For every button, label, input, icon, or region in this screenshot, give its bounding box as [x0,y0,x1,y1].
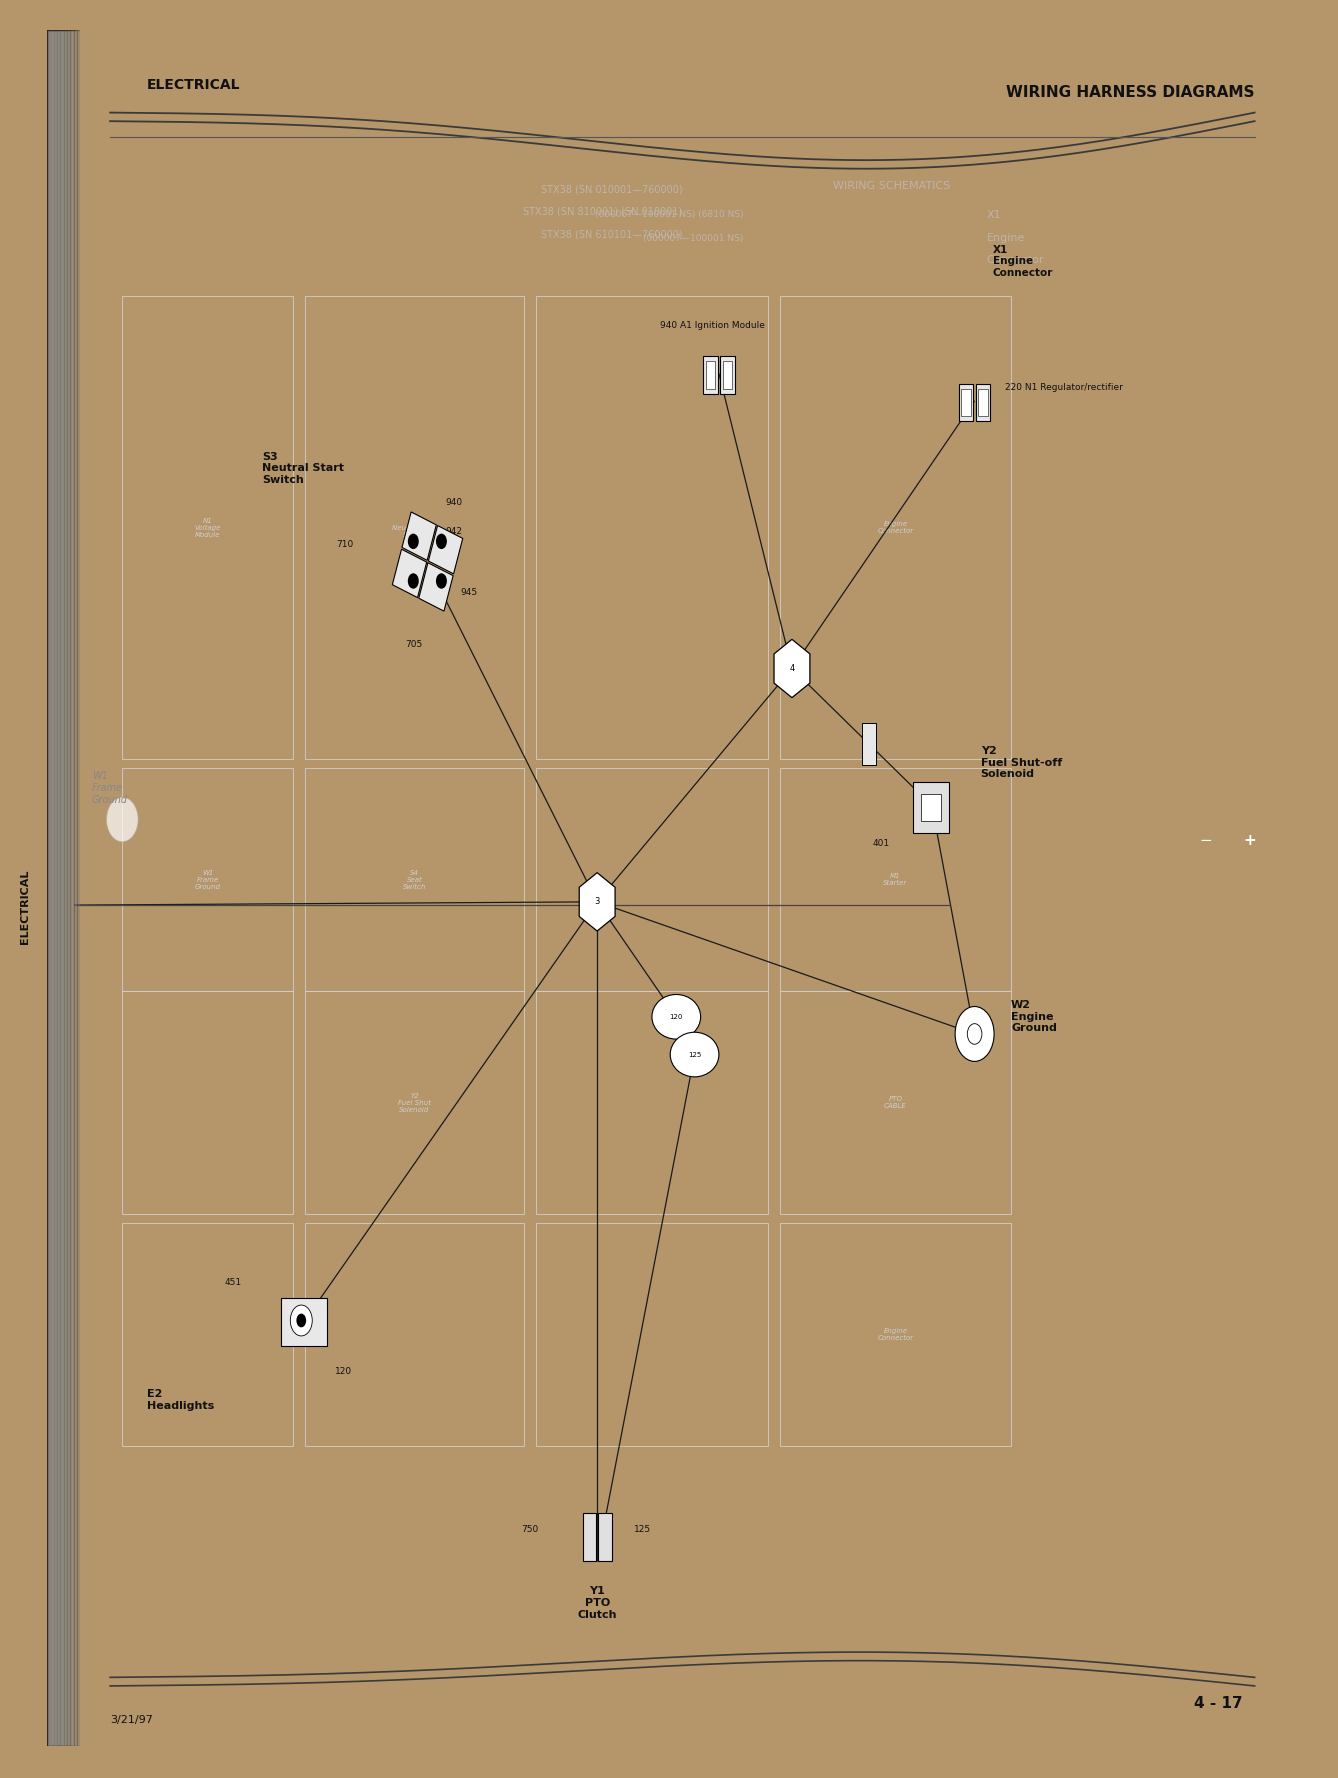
FancyBboxPatch shape [47,30,60,1746]
Text: 3: 3 [594,898,599,907]
Bar [392,549,427,597]
Bar [961,389,971,416]
FancyBboxPatch shape [47,30,78,1746]
FancyBboxPatch shape [281,1298,326,1346]
Text: −: − [1199,834,1212,848]
Text: 125: 125 [688,1051,701,1058]
Polygon shape [775,640,809,697]
FancyBboxPatch shape [47,30,58,1746]
Text: 120: 120 [336,1367,352,1376]
FancyBboxPatch shape [47,30,64,1746]
Text: X1: X1 [987,210,1001,220]
FancyBboxPatch shape [47,30,80,1746]
Text: WIRING SCHEMATICS: WIRING SCHEMATICS [834,181,950,192]
Text: Engine
Connector: Engine Connector [878,1328,914,1341]
Bar [723,361,732,389]
Text: 942: 942 [446,526,462,535]
Text: W1
Frame
Ground: W1 Frame Ground [194,869,221,889]
Text: WIRING HARNESS DIAGRAMS: WIRING HARNESS DIAGRAMS [1006,85,1255,100]
Circle shape [408,573,419,589]
Text: STX38 (SN 610101—760000): STX38 (SN 610101—760000) [541,229,682,240]
FancyBboxPatch shape [921,793,941,821]
Text: W1
Frame
Ground: W1 Frame Ground [92,772,128,805]
Bar [705,361,716,389]
Text: 940 A1 Ignition Module: 940 A1 Ignition Module [661,322,765,331]
Circle shape [436,573,447,589]
Text: 120: 120 [669,1013,682,1021]
Bar [959,384,973,421]
Bar [720,356,735,395]
Bar [401,512,436,560]
Text: Connector: Connector [987,254,1044,265]
Ellipse shape [652,994,701,1038]
FancyBboxPatch shape [47,30,71,1746]
FancyBboxPatch shape [913,782,949,834]
Text: STX38 (SN 810001) (SN 010001): STX38 (SN 810001) (SN 010001) [523,206,682,217]
Circle shape [967,1024,982,1044]
Text: Y1
PTO
Clutch: Y1 PTO Clutch [578,1586,617,1620]
Text: X1
Engine
Connector: X1 Engine Connector [993,245,1053,277]
Text: (000067—100001 NS) (6810 NS): (000067—100001 NS) (6810 NS) [594,210,744,219]
Text: PTO
CABLE: PTO CABLE [884,1095,907,1109]
FancyBboxPatch shape [47,30,54,1746]
Text: 940: 940 [446,498,462,507]
Circle shape [297,1314,306,1328]
FancyBboxPatch shape [47,30,74,1746]
Text: (000007—100001 NS): (000007—100001 NS) [642,235,744,244]
Circle shape [955,1006,994,1061]
Bar [582,1513,595,1561]
Text: +: + [1243,834,1256,848]
Text: 3/21/97: 3/21/97 [110,1716,153,1725]
Bar [978,389,987,416]
Text: S4
Seat
Switch: S4 Seat Switch [403,869,427,889]
Bar [428,526,463,574]
Text: 4 - 17: 4 - 17 [1193,1696,1243,1710]
Text: 705: 705 [405,640,421,649]
Text: 451: 451 [225,1278,242,1287]
Text: 401: 401 [872,839,890,848]
Text: ELECTRICAL: ELECTRICAL [20,869,31,944]
Bar [975,384,990,421]
Polygon shape [579,873,615,932]
Circle shape [408,533,419,549]
Text: Y2
Fuel Shut-off
Solenoid: Y2 Fuel Shut-off Solenoid [981,747,1062,779]
Ellipse shape [670,1033,719,1077]
Circle shape [436,533,447,549]
Text: ELECTRICAL: ELECTRICAL [147,78,240,92]
Text: STX38 (SN 010001—760000): STX38 (SN 010001—760000) [541,185,682,194]
FancyBboxPatch shape [47,30,67,1746]
Text: M1
Starter: M1 Starter [883,873,907,885]
Text: S3
Neutral Start
Switch: S3 Neutral Start Switch [262,452,344,485]
Circle shape [290,1305,312,1335]
Text: N1
Voltage
Module: N1 Voltage Module [194,517,221,539]
Text: 945: 945 [460,589,478,597]
Bar [598,1513,611,1561]
Text: Y2
Fuel Shut
Solenoid: Y2 Fuel Shut Solenoid [397,1093,431,1113]
Text: S3
Neutral Start
Switch: S3 Neutral Start Switch [392,517,438,537]
Text: 710: 710 [336,541,353,549]
FancyBboxPatch shape [862,724,876,765]
Text: W2
Engine
Ground: W2 Engine Ground [1012,1001,1057,1033]
Text: 750: 750 [522,1526,539,1534]
Bar [419,564,454,612]
Text: 125: 125 [634,1526,650,1534]
Text: Engine: Engine [987,233,1025,242]
Circle shape [107,797,138,841]
Text: 4: 4 [789,663,795,674]
Text: Engine
Connector: Engine Connector [878,521,914,535]
Text: 220 N1 Regulator/rectifier: 220 N1 Regulator/rectifier [1005,382,1123,391]
Bar [702,356,717,395]
Text: E2
Headlights: E2 Headlights [147,1389,214,1410]
